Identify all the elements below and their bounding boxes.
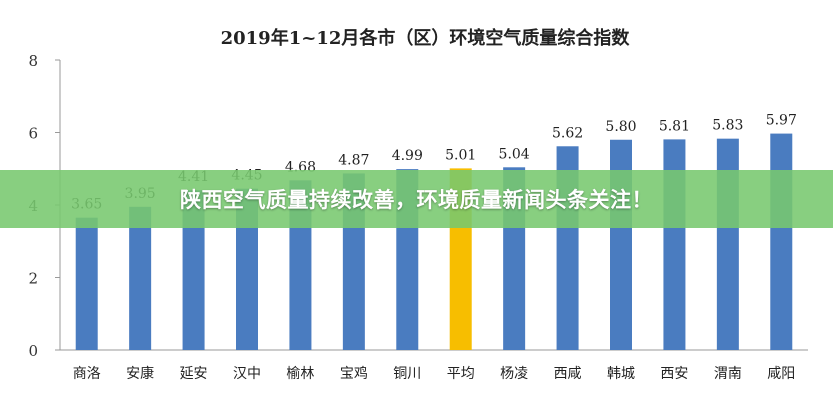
y-tick-label: 0 <box>28 342 38 360</box>
y-tick-label: 8 <box>28 52 38 70</box>
data-label: 5.04 <box>499 146 530 162</box>
bar <box>182 190 205 350</box>
x-tick-label: 杨凌 <box>500 366 528 382</box>
bar <box>236 188 258 350</box>
bar <box>75 217 98 350</box>
x-tick-label: 铜川 <box>393 366 421 382</box>
bar <box>129 206 152 350</box>
x-tick-label: 咸阳 <box>767 366 795 382</box>
x-tick-label: 商洛 <box>73 366 101 382</box>
x-tick-label: 西安 <box>660 366 688 382</box>
x-axis-labels: 商洛 安康 延安 汉中 榆林 宝鸡 铜川 平均 杨凌 西咸 韩城 西安 渭南 咸阳 <box>73 365 796 382</box>
data-label: 5.81 <box>659 118 690 134</box>
data-label: 5.83 <box>712 118 743 134</box>
y-tick-label: 6 <box>28 125 38 143</box>
bars <box>75 133 793 350</box>
x-tick-label: 平均 <box>447 366 475 382</box>
x-tick-label: 西咸 <box>554 366 582 382</box>
data-label: 4.99 <box>392 148 423 164</box>
x-tick-label: 渭南 <box>714 366 742 382</box>
bar <box>770 133 793 350</box>
data-label: 5.97 <box>766 113 797 129</box>
y-tick-label: 2 <box>28 270 38 288</box>
x-tick-label: 安康 <box>126 365 154 382</box>
headline-text: 陕西空气质量持续改善，环境质量新闻头条关注！ <box>180 188 653 212</box>
x-tick-label: 韩城 <box>607 366 635 382</box>
data-label: 4.87 <box>338 152 369 168</box>
chart-title: 2019年1~12月各市（区）环境空气质量综合指数 <box>221 27 631 49</box>
data-label: 5.01 <box>445 147 476 163</box>
data-label: 5.80 <box>605 119 636 135</box>
data-label: 5.62 <box>552 125 583 141</box>
headline-banner: 陕西空气质量持续改善，环境质量新闻头条关注！ <box>0 170 833 228</box>
x-tick-label: 榆林 <box>286 366 314 382</box>
x-tick-label: 汉中 <box>233 366 261 382</box>
x-tick-label: 宝鸡 <box>340 365 368 382</box>
x-tick-label: 延安 <box>180 366 208 382</box>
